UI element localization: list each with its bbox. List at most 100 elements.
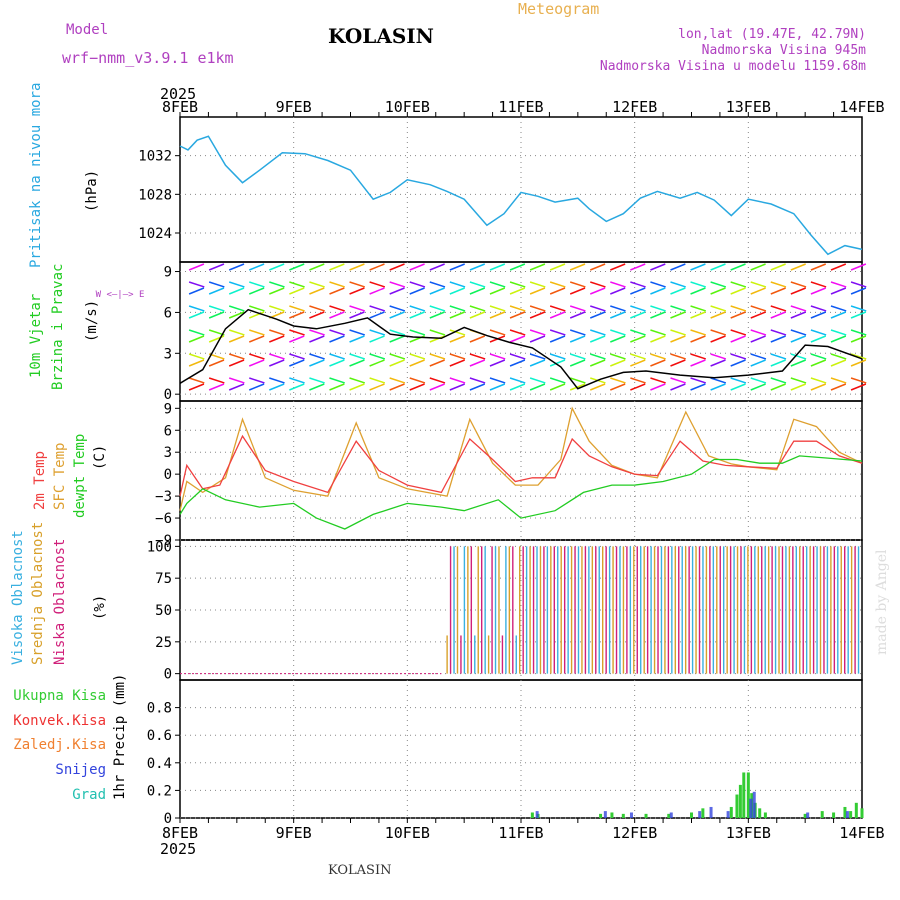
wind-barb (289, 263, 305, 271)
wind-barb (509, 359, 526, 367)
wind-barb (509, 305, 526, 312)
wind-barb (690, 287, 706, 295)
model-elevation-label: Nadmorska Visina u modelu 1159.68m (600, 59, 866, 74)
temp-ytick-label: 9 (164, 401, 172, 417)
precip-bar-total (843, 806, 847, 818)
wind-barb (389, 311, 405, 319)
wind-barb (509, 383, 526, 391)
wind-barb (630, 383, 646, 391)
wind-barb (810, 281, 827, 288)
wind-barb (650, 263, 666, 271)
wind-barb (830, 377, 847, 384)
wind-barb (309, 335, 325, 343)
wind-barb (690, 311, 706, 319)
wind-barb (569, 311, 586, 319)
wind-barb (850, 311, 867, 319)
wind-barb (850, 377, 867, 384)
wind-barb (469, 311, 486, 319)
wind-barb (549, 287, 566, 295)
wind-barb (790, 383, 806, 391)
wind-barb (750, 287, 766, 295)
precip-ytick-label: 0 (164, 811, 172, 827)
wind-barb (529, 263, 546, 271)
precip-bar-snow (749, 798, 753, 818)
wind-barb (409, 383, 425, 391)
wind-barb (309, 287, 325, 295)
wind-barb (690, 263, 706, 271)
wind-barb (228, 281, 245, 288)
wind-barb (650, 383, 666, 391)
wind-barb (289, 305, 305, 312)
top-day-label: 10FEB (385, 98, 430, 116)
wind-barb (489, 263, 506, 271)
precip-bar-snow (709, 806, 713, 818)
wind-barb (730, 359, 746, 367)
wind-barb (509, 329, 526, 336)
wind-barb (188, 263, 205, 271)
wind-barb (469, 353, 486, 360)
wind-barb (269, 335, 285, 343)
temp-ytick-label: −6 (155, 511, 172, 527)
wind-barb (248, 383, 265, 391)
wind-barb (630, 263, 646, 271)
wind-barb (349, 329, 366, 336)
wind-barb (389, 377, 406, 384)
year-top: 2025 (160, 85, 196, 103)
wind-barb (730, 329, 747, 336)
wind-barb (228, 335, 245, 343)
wind-barb (569, 383, 586, 391)
wind-barb (329, 383, 345, 391)
wind-barb (369, 377, 386, 384)
wind-barb (750, 329, 767, 336)
wind-barb (489, 281, 506, 288)
wind-barb (750, 359, 766, 367)
wind-ytick-label: 3 (164, 346, 172, 362)
wind-barb (269, 263, 285, 271)
wind-barb (589, 383, 606, 391)
wind-barb (249, 377, 265, 384)
wind-barb (850, 287, 867, 295)
wind-barb (589, 287, 606, 295)
wind-barb (670, 335, 686, 343)
wind-barb (429, 329, 446, 336)
wind-barb (369, 329, 386, 336)
wind-barb (730, 383, 746, 391)
wind-barb (850, 329, 867, 336)
wind-barb (650, 377, 666, 384)
wind-barb (549, 383, 566, 391)
wind-barb (188, 305, 205, 312)
top-day-label: 11FEB (498, 98, 543, 116)
wind-barb (329, 263, 345, 271)
wind-barb (710, 359, 726, 367)
wind-barb (349, 383, 365, 391)
wind-barb (249, 281, 265, 288)
wind-barb (710, 353, 727, 360)
wind-barb (449, 335, 465, 343)
wind-unit: (m/s) (84, 300, 100, 342)
wind-barb (409, 305, 426, 312)
bottom-day-label: 8FEB (162, 824, 198, 842)
wind-barb (589, 335, 606, 343)
wind-barb (790, 263, 806, 271)
wind-barb (429, 281, 446, 288)
precip-bar-total (763, 812, 767, 818)
wind-barb (489, 311, 506, 319)
axis-labels: 8FEB 8FEB 9FEB 9FEB 10FEB 10FEB 11FEB 11FEB 12FE… (138, 98, 884, 842)
wind-barb (590, 353, 606, 360)
wind-speed-line (179, 308, 863, 390)
wind-barb (269, 353, 285, 360)
wind-barb (850, 335, 867, 343)
wind-barb (850, 281, 867, 288)
top-day-label: 14FEB (839, 98, 884, 116)
wind-barb (529, 281, 546, 288)
wind-barb (449, 377, 466, 384)
wind-barb (289, 311, 305, 319)
wind-barb (349, 281, 366, 288)
wind-barb (569, 359, 586, 367)
wind-barb (509, 311, 526, 319)
grid-lines (180, 117, 862, 819)
pressure-ylabel: Pritisak na nivou mora (28, 83, 44, 268)
wind-barb (509, 263, 526, 271)
wind-barb (569, 263, 586, 271)
wind-barb (830, 359, 847, 367)
